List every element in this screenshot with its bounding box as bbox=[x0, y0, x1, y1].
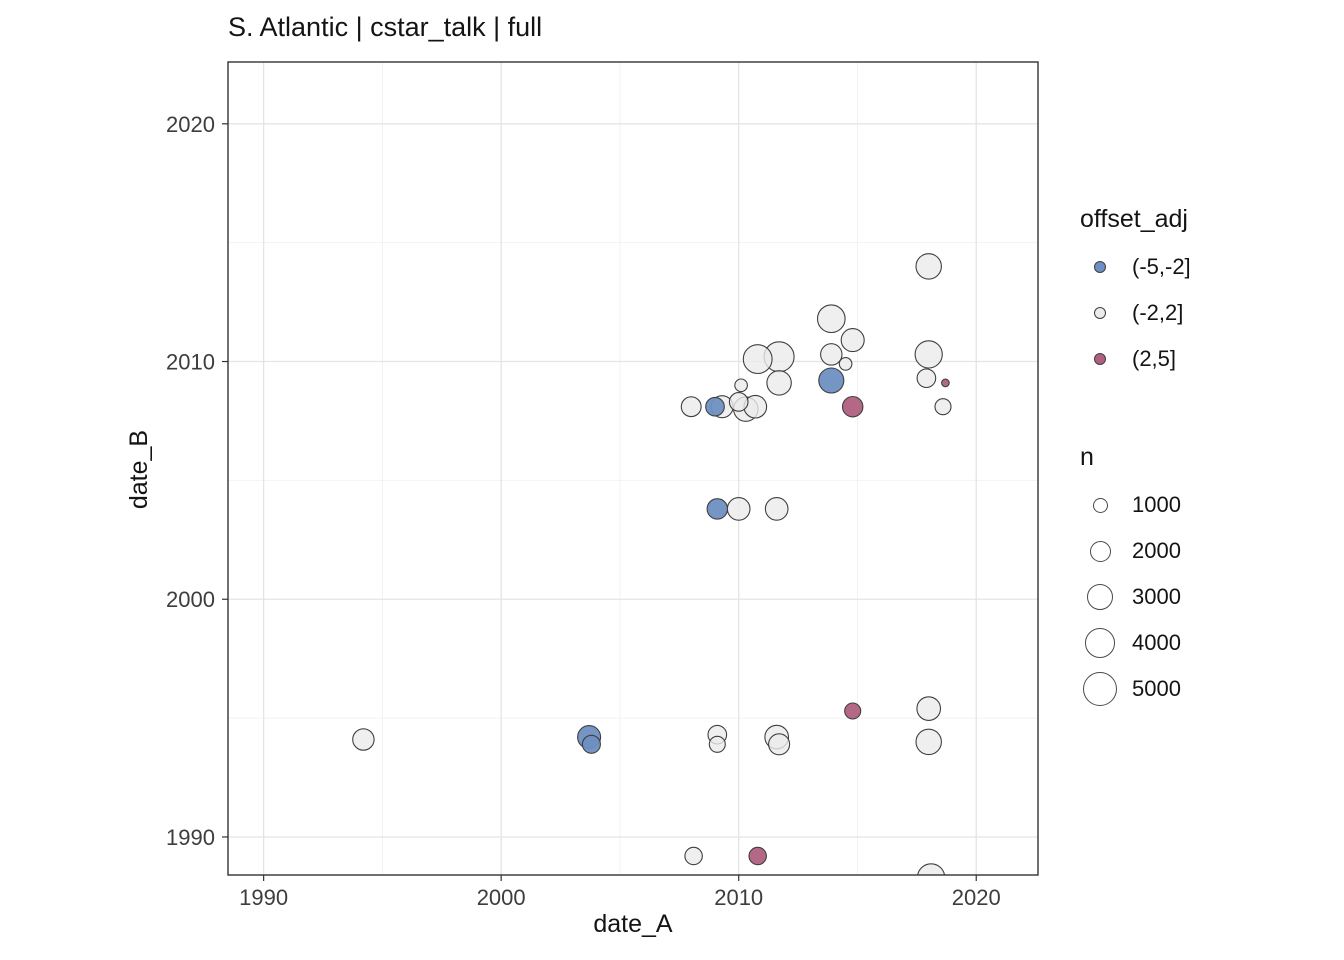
legend-color-swatch-icon bbox=[1094, 261, 1106, 273]
legend-offset-item: (2,5] bbox=[1078, 336, 1191, 382]
scatter-point bbox=[680, 396, 702, 418]
scatter-point bbox=[748, 846, 767, 866]
chart-title: S. Atlantic | cstar_talk | full bbox=[228, 12, 543, 42]
x-axis-title: date_A bbox=[593, 910, 673, 938]
legend-size-swatch-icon bbox=[1092, 497, 1108, 513]
x-tick-label: 2010 bbox=[714, 885, 763, 910]
legend-size-label: 5000 bbox=[1132, 676, 1181, 701]
legend-size: n 1000 2000 3000 4000 5000 bbox=[1078, 443, 1181, 712]
scatter-point bbox=[916, 368, 937, 389]
y-tick-label: 2000 bbox=[166, 587, 215, 612]
x-tick-label: 2020 bbox=[952, 885, 1001, 910]
scatter-point bbox=[840, 328, 865, 353]
scatter-point bbox=[684, 846, 703, 866]
legend-offset-label: (-2,2] bbox=[1132, 300, 1184, 325]
legend-offset-adj: offset_adj (-5,-2] (-2,2] (2,5] bbox=[1078, 205, 1191, 382]
y-tick-label: 1990 bbox=[166, 825, 215, 850]
scatter-point bbox=[768, 733, 791, 756]
scatter-point bbox=[820, 343, 843, 366]
x-tick-label: 1990 bbox=[239, 885, 288, 910]
legend-size-items: 1000 2000 3000 4000 5000 bbox=[1078, 482, 1181, 712]
y-tick-label: 2010 bbox=[166, 350, 215, 375]
legend-offset-label: (2,5] bbox=[1132, 346, 1177, 371]
legend-size-title: n bbox=[1080, 443, 1094, 471]
legend-offset-label: (-5,-2] bbox=[1132, 254, 1191, 279]
scatter-point bbox=[915, 728, 942, 756]
plot-panel bbox=[228, 62, 1038, 875]
legend-size-item: 1000 bbox=[1078, 482, 1181, 528]
scatter-point bbox=[726, 497, 751, 521]
scatter-point bbox=[581, 734, 601, 754]
scatter-point bbox=[818, 367, 845, 394]
y-axis-title: date_B bbox=[125, 429, 154, 510]
legend-size-label: 2000 bbox=[1132, 538, 1181, 563]
panel-border bbox=[227, 61, 1039, 876]
scatter-point bbox=[838, 357, 853, 371]
scatter-point bbox=[917, 863, 946, 875]
scatter-point bbox=[916, 696, 942, 721]
legend-size-label: 3000 bbox=[1132, 584, 1181, 609]
legend-size-swatch-icon bbox=[1083, 672, 1117, 706]
scatter-point bbox=[816, 304, 846, 334]
legend-color-swatch-icon bbox=[1094, 353, 1106, 365]
scatter-point bbox=[841, 395, 864, 418]
scatter-point bbox=[734, 378, 748, 393]
legend-size-label: 4000 bbox=[1132, 630, 1181, 655]
scatter-point bbox=[352, 728, 375, 751]
points-layer bbox=[352, 253, 952, 875]
scatter-point bbox=[764, 497, 789, 521]
legend-size-item: 5000 bbox=[1078, 666, 1181, 712]
legend-size-item: 4000 bbox=[1078, 620, 1181, 666]
scatter-point bbox=[708, 735, 726, 753]
y-tick-label: 2020 bbox=[166, 112, 215, 137]
legend-size-swatch-icon bbox=[1087, 584, 1113, 610]
legend-size-label: 1000 bbox=[1132, 492, 1181, 517]
legend-size-swatch-icon bbox=[1089, 540, 1111, 562]
scatter-point bbox=[941, 378, 950, 388]
scatter-point bbox=[742, 344, 773, 375]
legend-size-item: 3000 bbox=[1078, 574, 1181, 620]
scatter-point bbox=[915, 253, 942, 280]
legend-offset-items: (-5,-2] (-2,2] (2,5] bbox=[1078, 244, 1191, 382]
legend-size-item: 2000 bbox=[1078, 528, 1181, 574]
scatter-point bbox=[934, 398, 952, 416]
legend-offset-item: (-5,-2] bbox=[1078, 244, 1191, 290]
scatter-point bbox=[844, 702, 862, 720]
legend-offset-item: (-2,2] bbox=[1078, 290, 1191, 336]
scatter-point bbox=[705, 396, 725, 417]
legend-size-swatch-icon bbox=[1085, 628, 1115, 658]
scatter-point bbox=[766, 370, 792, 396]
legend-color-swatch-icon bbox=[1094, 307, 1106, 319]
x-tick-label: 2000 bbox=[477, 885, 526, 910]
scatter-point bbox=[914, 340, 943, 369]
scatter-point bbox=[728, 392, 749, 412]
scatter-point bbox=[706, 498, 729, 520]
legend-offset-title: offset_adj bbox=[1080, 205, 1188, 233]
